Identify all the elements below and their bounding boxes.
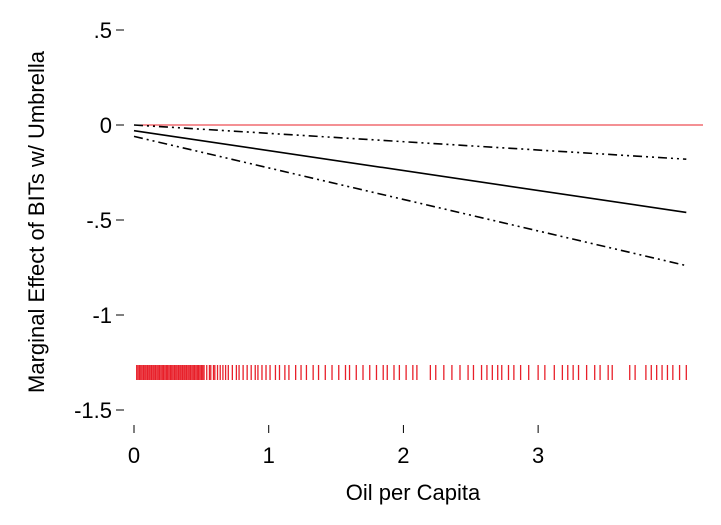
estimate-line bbox=[133, 129, 687, 214]
rug-plot bbox=[136, 365, 687, 380]
series-lines bbox=[133, 124, 687, 267]
y-axis-title: Marginal Effect of BITs w/ Umbrella bbox=[24, 50, 49, 393]
y-tick-label: -1.5 bbox=[74, 398, 112, 423]
y-axis: .5 0 -.5 -1 -1.5 bbox=[74, 18, 124, 423]
y-tick-label: -1 bbox=[92, 303, 112, 328]
confidence-bound-line bbox=[133, 135, 687, 267]
x-tick-label: 0 bbox=[128, 443, 140, 468]
y-tick-label: .5 bbox=[94, 18, 112, 43]
y-tick-label: -.5 bbox=[86, 208, 112, 233]
x-tick-label: 3 bbox=[532, 443, 544, 468]
x-axis: 0 1 2 3 bbox=[128, 425, 544, 468]
y-tick-label: 0 bbox=[100, 113, 112, 138]
x-axis-title: Oil per Capita bbox=[346, 480, 481, 505]
confidence-bound-line bbox=[133, 124, 687, 160]
x-tick-label: 2 bbox=[397, 443, 409, 468]
x-tick-label: 1 bbox=[263, 443, 275, 468]
